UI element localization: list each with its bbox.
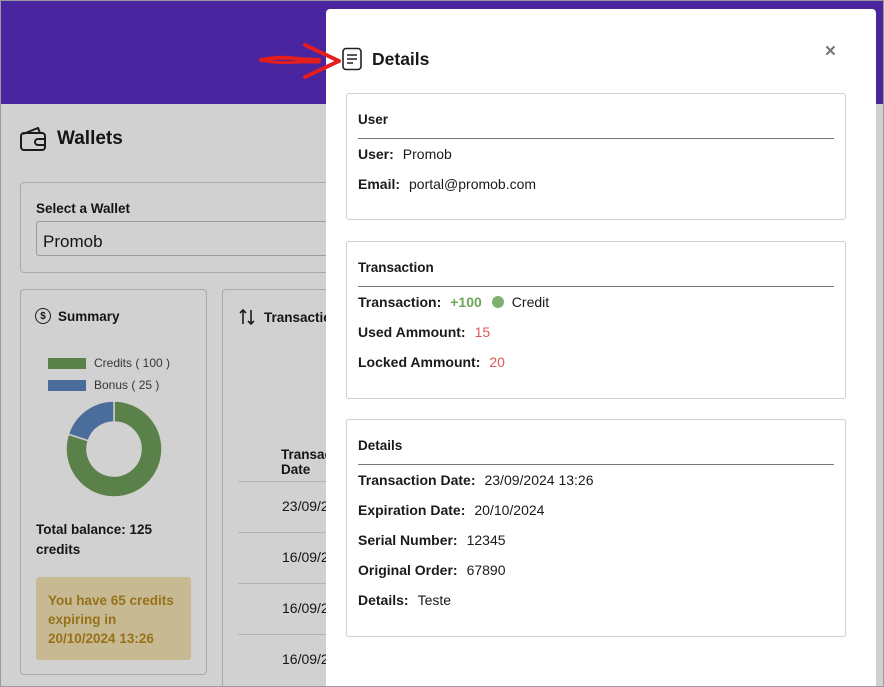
legend-item-bonus: Bonus ( 25 ) — [48, 374, 170, 396]
details-section-title: Details — [358, 420, 834, 465]
legend-swatch-bonus — [48, 379, 86, 391]
details-modal: Details × User User: Promob Email: porta… — [326, 9, 876, 686]
legend-label-bonus: Bonus ( 25 ) — [94, 378, 160, 392]
wallets-title-text: Wallets — [57, 128, 123, 149]
transaction-date-value: 23/09/2024 13:26 — [484, 472, 594, 488]
chart-legend: Credits ( 100 ) Bonus ( 25 ) — [48, 352, 170, 396]
details-section: Details Transaction Date: 23/09/2024 13:… — [346, 419, 846, 637]
table-divider — [238, 481, 348, 482]
table-divider — [238, 583, 348, 584]
locked-amount-field: Locked Ammount: 20 — [358, 347, 834, 377]
table-divider — [238, 532, 348, 533]
user-field: User: Promob — [358, 139, 834, 169]
email-value: portal@promob.com — [409, 176, 537, 192]
transaction-amount: +100 — [450, 294, 482, 310]
summary-card: $ Summary Credits ( 100 ) Bonus ( 25 ) T… — [20, 289, 207, 675]
select-wallet-label: Select a Wallet — [36, 201, 131, 216]
modal-header: Details — [340, 47, 429, 71]
details-label: Details: — [358, 592, 409, 608]
original-order-field: Original Order: 67890 — [358, 555, 834, 585]
table-divider — [238, 634, 348, 635]
wallet-icon — [20, 126, 46, 151]
legend-label-credits: Credits ( 100 ) — [94, 356, 171, 370]
sort-arrows-icon — [239, 308, 255, 326]
expiring-credits-alert: You have 65 credits expiring in 20/10/20… — [36, 577, 191, 660]
wallet-select-card: Select a Wallet Promob — [20, 182, 366, 273]
serial-number-value: 12345 — [466, 532, 506, 548]
legend-item-credits: Credits ( 100 ) — [48, 352, 170, 374]
summary-header: $ Summary — [35, 308, 120, 324]
transaction-date-label: Transaction Date: — [358, 472, 476, 488]
close-icon[interactable]: × — [824, 41, 836, 62]
email-label: Email: — [358, 176, 401, 192]
document-icon — [342, 47, 362, 71]
user-section-title: User — [358, 94, 834, 139]
expiration-date-value: 20/10/2024 — [474, 502, 545, 518]
balance-donut-chart — [65, 400, 163, 498]
locked-amount-label: Locked Ammount: — [358, 354, 481, 370]
details-field: Details: Teste — [358, 585, 834, 615]
total-balance: Total balance: 125 credits — [36, 522, 153, 557]
transaction-section: Transaction Transaction: +100 Credit Use… — [346, 241, 846, 399]
email-field: Email: portal@promob.com — [358, 169, 834, 199]
credit-status-dot — [491, 296, 504, 308]
user-label: User: — [358, 146, 394, 162]
modal-title: Details — [372, 48, 430, 69]
used-amount-field: Used Ammount: 15 — [358, 317, 834, 347]
donut-slice-bonus — [67, 400, 115, 442]
serial-number-label: Serial Number: — [358, 532, 458, 548]
user-section: User User: Promob Email: portal@promob.c… — [346, 93, 846, 220]
legend-swatch-credits — [48, 357, 86, 369]
transaction-label: Transaction: — [358, 294, 442, 310]
serial-number-field: Serial Number: 12345 — [358, 525, 834, 555]
details-value: Teste — [417, 592, 452, 608]
page-title: Wallets — [19, 126, 123, 152]
expiration-date-field: Expiration Date: 20/10/2024 — [358, 495, 834, 525]
transaction-date-field: Transaction Date: 23/09/2024 13:26 — [358, 465, 834, 495]
expiration-date-label: Expiration Date: — [358, 502, 466, 518]
used-amount-label: Used Ammount: — [358, 324, 466, 340]
red-annotation-arrow-icon — [259, 43, 341, 79]
transaction-field: Transaction: +100 Credit — [358, 287, 834, 317]
dollar-icon: $ — [35, 308, 51, 324]
original-order-label: Original Order: — [358, 562, 458, 578]
transaction-section-title: Transaction — [358, 242, 834, 287]
summary-title: Summary — [58, 308, 120, 324]
transaction-type: Credit — [511, 294, 550, 310]
user-value: Promob — [402, 146, 452, 162]
used-amount-value: 15 — [474, 324, 491, 340]
locked-amount-value: 20 — [489, 354, 505, 370]
original-order-value: 67890 — [466, 562, 506, 578]
donut-slice-credits — [65, 400, 163, 498]
